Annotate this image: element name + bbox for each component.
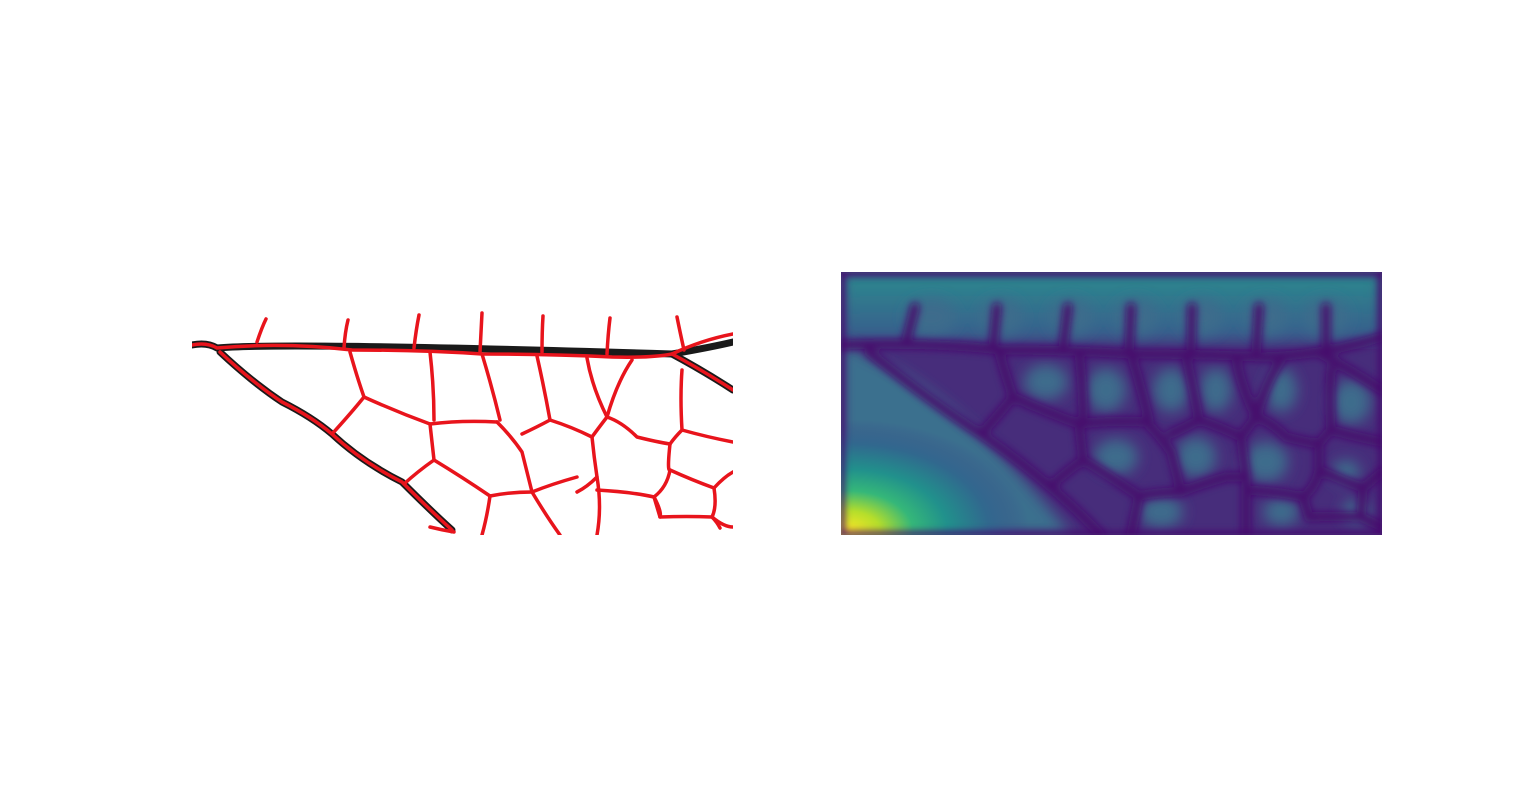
- segmentation-overlay-panel: [192, 272, 733, 535]
- heatmap-vein-ridges: [841, 302, 1382, 535]
- vein-network: [192, 311, 733, 535]
- distance-map-panel: [841, 272, 1382, 535]
